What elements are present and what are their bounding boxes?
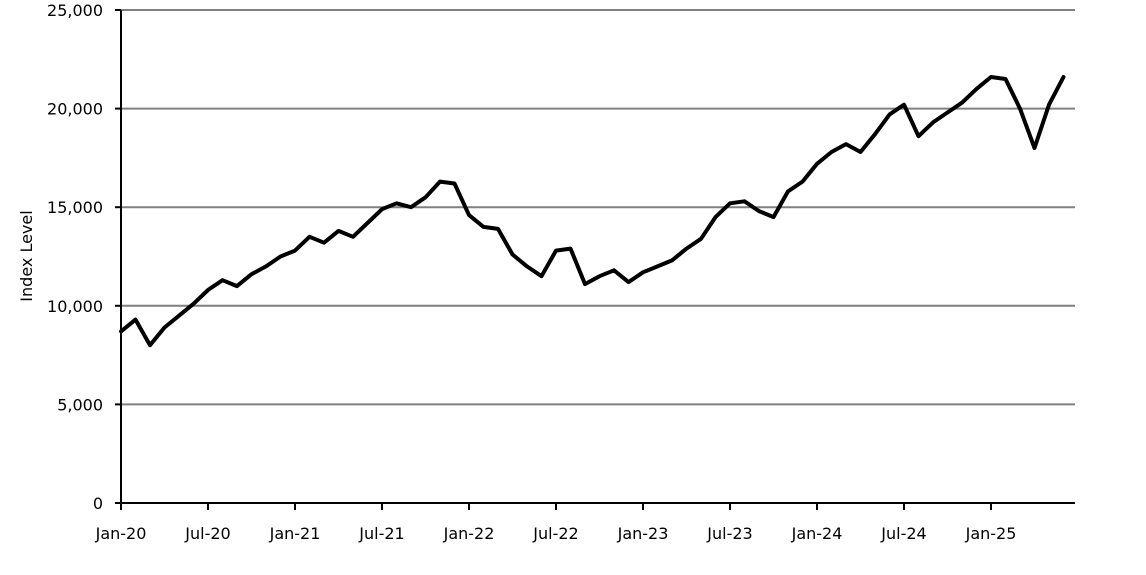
x-tick-label: Jan-23 <box>617 524 669 543</box>
series-line <box>119 75 1066 348</box>
x-tick-label: Jan-25 <box>965 524 1017 543</box>
y-tick-label: 15,000 <box>47 198 103 217</box>
gridlines <box>121 9 1075 406</box>
x-tick-label: Jul-21 <box>358 524 404 543</box>
x-tick-label: Jan-21 <box>269 524 321 543</box>
x-tick-label: Jan-24 <box>791 524 843 543</box>
y-tick-label: 10,000 <box>47 297 103 316</box>
x-tick-label: Jul-23 <box>706 524 752 543</box>
y-axis-ticks: 0 5,000 10,000 15,000 20,000 25,000 <box>47 1 121 513</box>
y-tick-label: 20,000 <box>47 100 103 119</box>
x-tick-label: Jul-24 <box>880 524 926 543</box>
y-axis-title: Index Level <box>17 210 36 301</box>
y-tick-label: 5,000 <box>57 395 103 414</box>
x-tick-label: Jul-20 <box>184 524 230 543</box>
y-tick-label: 25,000 <box>47 1 103 20</box>
x-tick-label: Jul-22 <box>532 524 578 543</box>
y-tick-label: 0 <box>93 494 103 513</box>
x-tick-label: Jan-20 <box>95 524 147 543</box>
x-axis-ticks: Jan-20 Jul-20 Jan-21 Jul-21 Jan-22 Jul-22 Jan-… <box>95 503 1017 543</box>
x-tick-label: Jan-22 <box>443 524 495 543</box>
